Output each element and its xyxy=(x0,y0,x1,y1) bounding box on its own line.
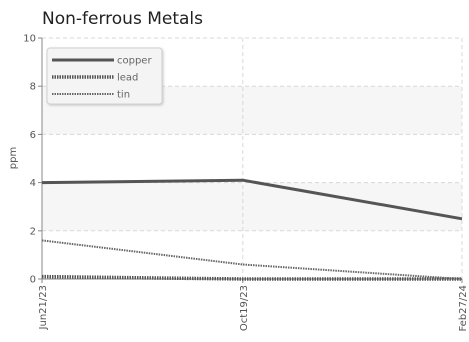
x-tick-label: Jun21/23 xyxy=(38,285,49,330)
series-line-tin xyxy=(41,239,463,280)
y-tick-label: 0 xyxy=(30,275,36,286)
y-tick-labels: 0 2 4 6 8 10 xyxy=(23,34,36,286)
legend-label-lead: lead xyxy=(117,73,138,84)
legend-label-tin: tin xyxy=(117,90,130,101)
y-tick-label: 10 xyxy=(23,34,36,45)
y-tick-label: 6 xyxy=(30,130,36,141)
legend: copper lead tin xyxy=(46,47,163,105)
series-line-copper xyxy=(41,178,463,221)
y-tick-label: 4 xyxy=(30,178,36,189)
x-tick-label: Oct19/23 xyxy=(239,285,250,331)
y-tick-label: 8 xyxy=(30,82,36,93)
x-tick-label: Feb27/24 xyxy=(458,285,469,332)
series-lines xyxy=(41,178,463,281)
series-line-lead xyxy=(41,274,462,281)
y-tick-label: 2 xyxy=(30,226,36,237)
chart-title: Non-ferrous Metals xyxy=(42,9,203,29)
legend-label-copper: copper xyxy=(117,56,152,67)
x-tick-labels: Jun21/23 Oct19/23 Feb27/24 xyxy=(38,285,469,332)
y-axis-label: ppm xyxy=(8,147,19,169)
